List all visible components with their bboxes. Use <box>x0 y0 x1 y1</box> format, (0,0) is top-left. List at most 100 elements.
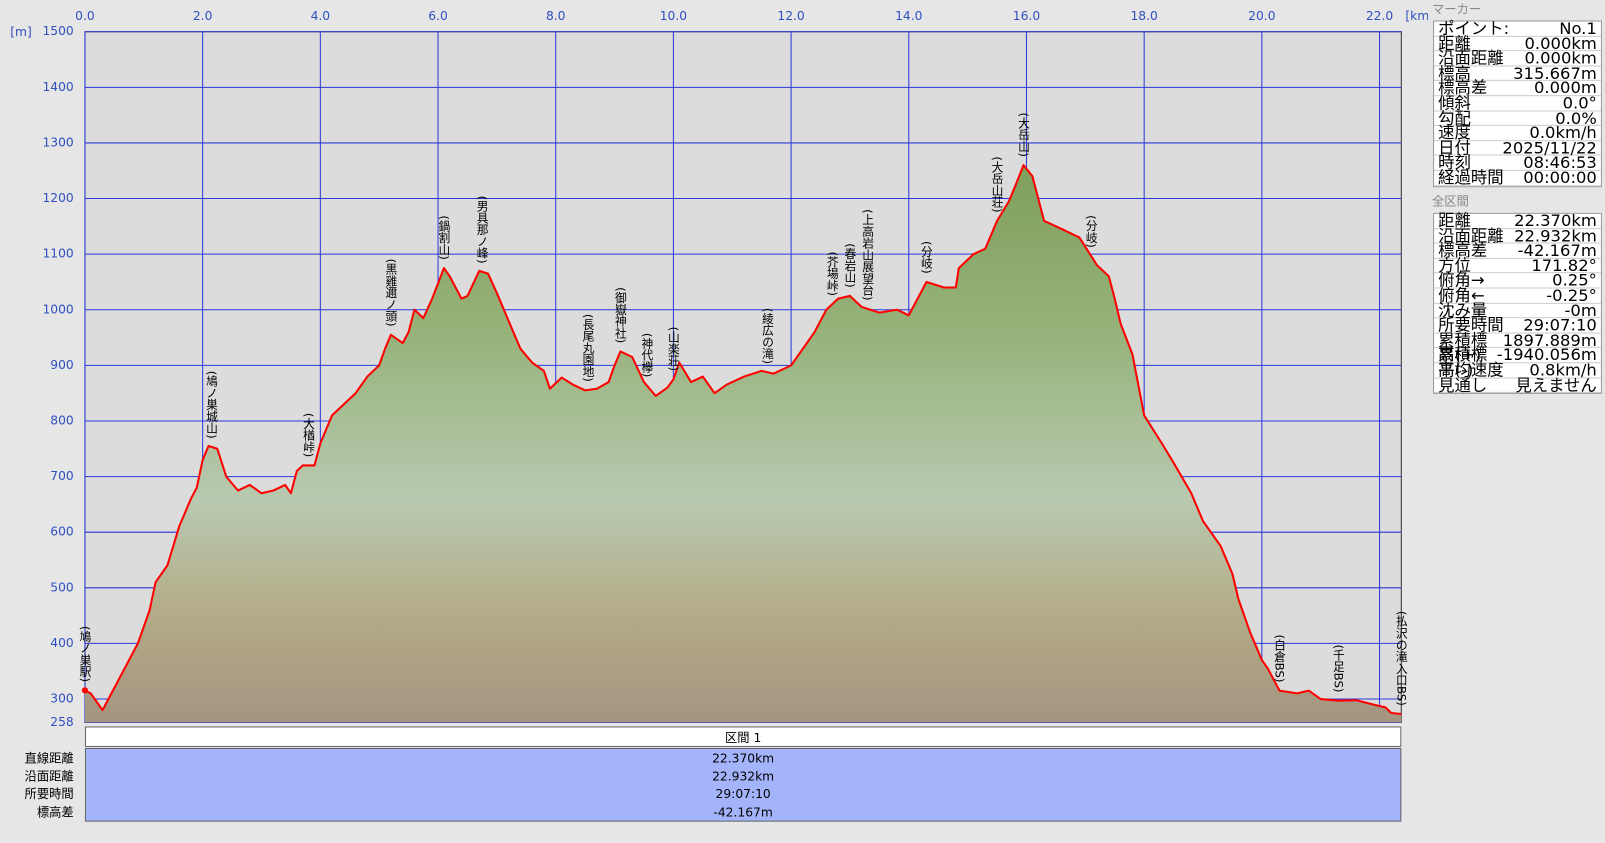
panel-key: 累積標高(-) <box>1438 345 1488 380</box>
y-tick-label: 1100 <box>42 247 73 261</box>
panel-row: 沿面距離 0.000km <box>1434 48 1601 68</box>
landmark-label: (黒雞邇ノ頭) <box>384 259 398 327</box>
panel-row: 累積標高(-) -1940.056m <box>1434 345 1601 380</box>
landmark-label: (鍋割山) <box>437 215 451 259</box>
row-label: 標高差 <box>36 804 74 820</box>
y-tick-label: 258 <box>50 715 73 729</box>
landmark-label: (男具那ノ峰) <box>475 196 489 264</box>
panel-row: 標高差 0.000m <box>1434 78 1601 98</box>
landmark-label: (千足BS) <box>1331 645 1345 693</box>
panel-value: 0.000m <box>1533 78 1597 98</box>
y-tick-label: 1500 <box>42 24 73 38</box>
panel-key: 累積標高(+) <box>1438 330 1488 365</box>
x-tick-label: 2.0 <box>193 9 213 23</box>
panel-row: 時刻 08:46:53 <box>1434 152 1601 173</box>
panel-key: 標高差 <box>1438 78 1488 98</box>
panel-key: 標高 <box>1438 63 1471 83</box>
row-label: 沿面距離 <box>24 768 74 784</box>
panel-key: 沈み量 <box>1438 300 1488 320</box>
marker-point <box>81 687 89 694</box>
x-tick-label: 10.0 <box>660 9 687 23</box>
panel-row: 傾斜 0.0° <box>1434 95 1601 112</box>
elevation-line <box>84 164 1402 716</box>
panel-value: 171.82° <box>1531 255 1597 276</box>
panel-key: 速度 <box>1438 122 1471 143</box>
panel-table: 距離 22.370km 沿面距離 22.932km 標高差 -42.167m 方位 171.8… <box>1433 210 1602 395</box>
panel-key: 見通し <box>1438 375 1488 395</box>
panel-key: 距離 <box>1438 210 1471 231</box>
landmark-label: (大岳山荘) <box>990 156 1004 212</box>
panel-value: 1897.889m <box>1502 330 1597 350</box>
panel-value: 0.000km <box>1524 33 1597 53</box>
landmark-label: (長尾丸園地) <box>581 314 595 382</box>
panel-value: -0m <box>1564 300 1597 320</box>
y-tick-label: 700 <box>50 469 73 483</box>
panel-row: 日付 2025/11/22 <box>1434 137 1601 158</box>
panel-value: 0.0km/h <box>1529 122 1597 143</box>
y-tick-label: 500 <box>50 580 73 594</box>
panel-table: ポイント: No.1 距離 0.000km 沿面距離 0.000km 標高 315.667m 標… <box>1433 18 1602 188</box>
panel-row: 勾配 0.0% <box>1434 108 1601 128</box>
panel-key: 平均速度 <box>1438 360 1504 380</box>
x-tick-label: 8.0 <box>546 9 566 23</box>
panel-title: 全区間 <box>1432 194 1469 209</box>
x-tick-label: 20.0 <box>1248 9 1275 23</box>
panel-key: 俯角→ <box>1438 270 1485 290</box>
panel-value: 29:07:10 <box>1523 315 1597 335</box>
landmark-label: (払沢の滝入口BS) <box>1394 611 1408 706</box>
x-tick-label: 6.0 <box>428 9 448 23</box>
panel-row: 標高差 -42.167m <box>1434 240 1601 261</box>
panel-value: 見えません <box>1515 375 1597 395</box>
landmark-label: (御嶽神社) <box>613 287 627 343</box>
landmark-label: (山楽荘) <box>666 327 680 371</box>
y-tick-label: 1200 <box>42 191 73 205</box>
landmark-label: (白倉BS) <box>1272 634 1286 682</box>
panel-value: 00:00:00 <box>1523 167 1597 188</box>
panel-value: 08:46:53 <box>1523 152 1597 173</box>
landmark-label: (鳩ノ巣城山) <box>204 371 218 439</box>
landmark-label: (綾広の滝) <box>761 308 775 364</box>
y-tick-label: 900 <box>50 358 73 372</box>
landmark-label: (上高岩山展望台) <box>861 209 875 300</box>
x-tick-label: 18.0 <box>1130 9 1157 23</box>
panel-row: 経過時間 00:00:00 <box>1434 167 1601 188</box>
panel-value: -0.25° <box>1546 285 1597 305</box>
panel-row: 俯角→ 0.25° <box>1434 270 1601 290</box>
panel-key: 勾配 <box>1438 108 1471 128</box>
x-tick-label: 4.0 <box>311 9 331 23</box>
panel-key: ポイント: <box>1438 18 1510 38</box>
panel-value: 0.25° <box>1552 270 1597 290</box>
x-tick-label: 12.0 <box>777 9 804 23</box>
panel-key: 沿面距離 <box>1438 225 1504 246</box>
landmark-label: (分岐) <box>1084 215 1098 248</box>
row-label: 所要時間 <box>24 786 74 802</box>
row-value: 22.370km <box>712 751 775 766</box>
panel-row: 累積標高(+) 1897.889m <box>1434 330 1601 365</box>
panel-value: 0.000km <box>1524 48 1597 68</box>
panel-key: 所要時間 <box>1438 315 1504 335</box>
x-unit: [km] <box>1405 9 1428 23</box>
panel-row: ポイント: No.1 <box>1434 18 1601 38</box>
x-tick-label: 0.0 <box>75 9 95 23</box>
panel-key: 距離 <box>1438 33 1471 53</box>
row-label: 直線距離 <box>24 751 74 766</box>
landmark-label: (春岩山) <box>843 243 857 287</box>
y-unit: [m] <box>10 25 32 39</box>
landmark-label: (芥場峠) <box>825 252 839 296</box>
panel-row: 速度 0.0km/h <box>1434 122 1601 143</box>
panel-row: 俯角← -0.25° <box>1434 285 1601 305</box>
panel-key: 俯角← <box>1438 285 1485 305</box>
panel-value: 0.0% <box>1555 108 1597 128</box>
landmark-label: (神代欅) <box>640 333 654 377</box>
landmark-label: (大岳山) <box>1017 113 1031 157</box>
panel-value: -42.167m <box>1517 240 1597 261</box>
y-tick-label: 600 <box>50 525 73 539</box>
panel-row: 標高 315.667m <box>1434 63 1601 83</box>
panel-value: 2025/11/22 <box>1502 137 1597 158</box>
panel-key: 方位 <box>1438 255 1471 276</box>
x-tick-label: 14.0 <box>895 9 922 23</box>
panel-row: 見通し 見えません <box>1434 375 1601 395</box>
elevation-area <box>84 165 1402 723</box>
